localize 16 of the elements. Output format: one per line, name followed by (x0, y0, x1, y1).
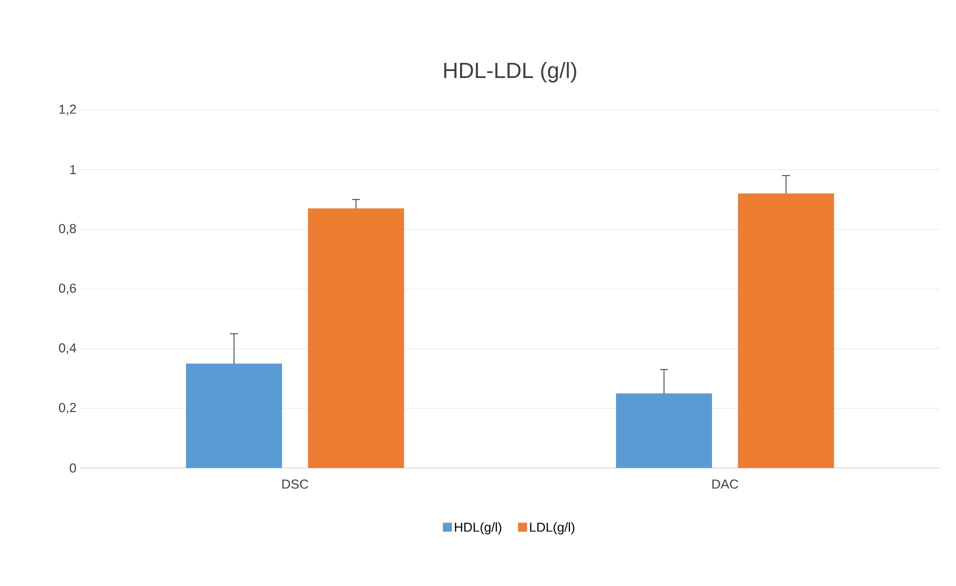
bar (186, 364, 282, 468)
chart-title: HDL-LDL (g/l) (444, 62, 576, 82)
y-tick-label: 0 (70, 463, 76, 473)
y-tick-label: 1,2 (59, 104, 76, 116)
y-tick-label: 0,6 (58, 284, 76, 294)
x-tick-label: DSC (282, 480, 308, 489)
bar (308, 208, 404, 468)
y-tick-label: 1 (70, 165, 76, 174)
legend-label: HDL(g/l) (454, 522, 502, 534)
x-tick-label: DAC (712, 480, 738, 489)
y-tick-label: 0,2 (58, 402, 76, 414)
bar (616, 393, 712, 468)
legend-label: LDL(g/l) (530, 522, 574, 534)
y-tick-label: 0,4 (58, 343, 76, 354)
y-tick-label: 0,8 (58, 224, 76, 235)
bar (738, 194, 834, 468)
